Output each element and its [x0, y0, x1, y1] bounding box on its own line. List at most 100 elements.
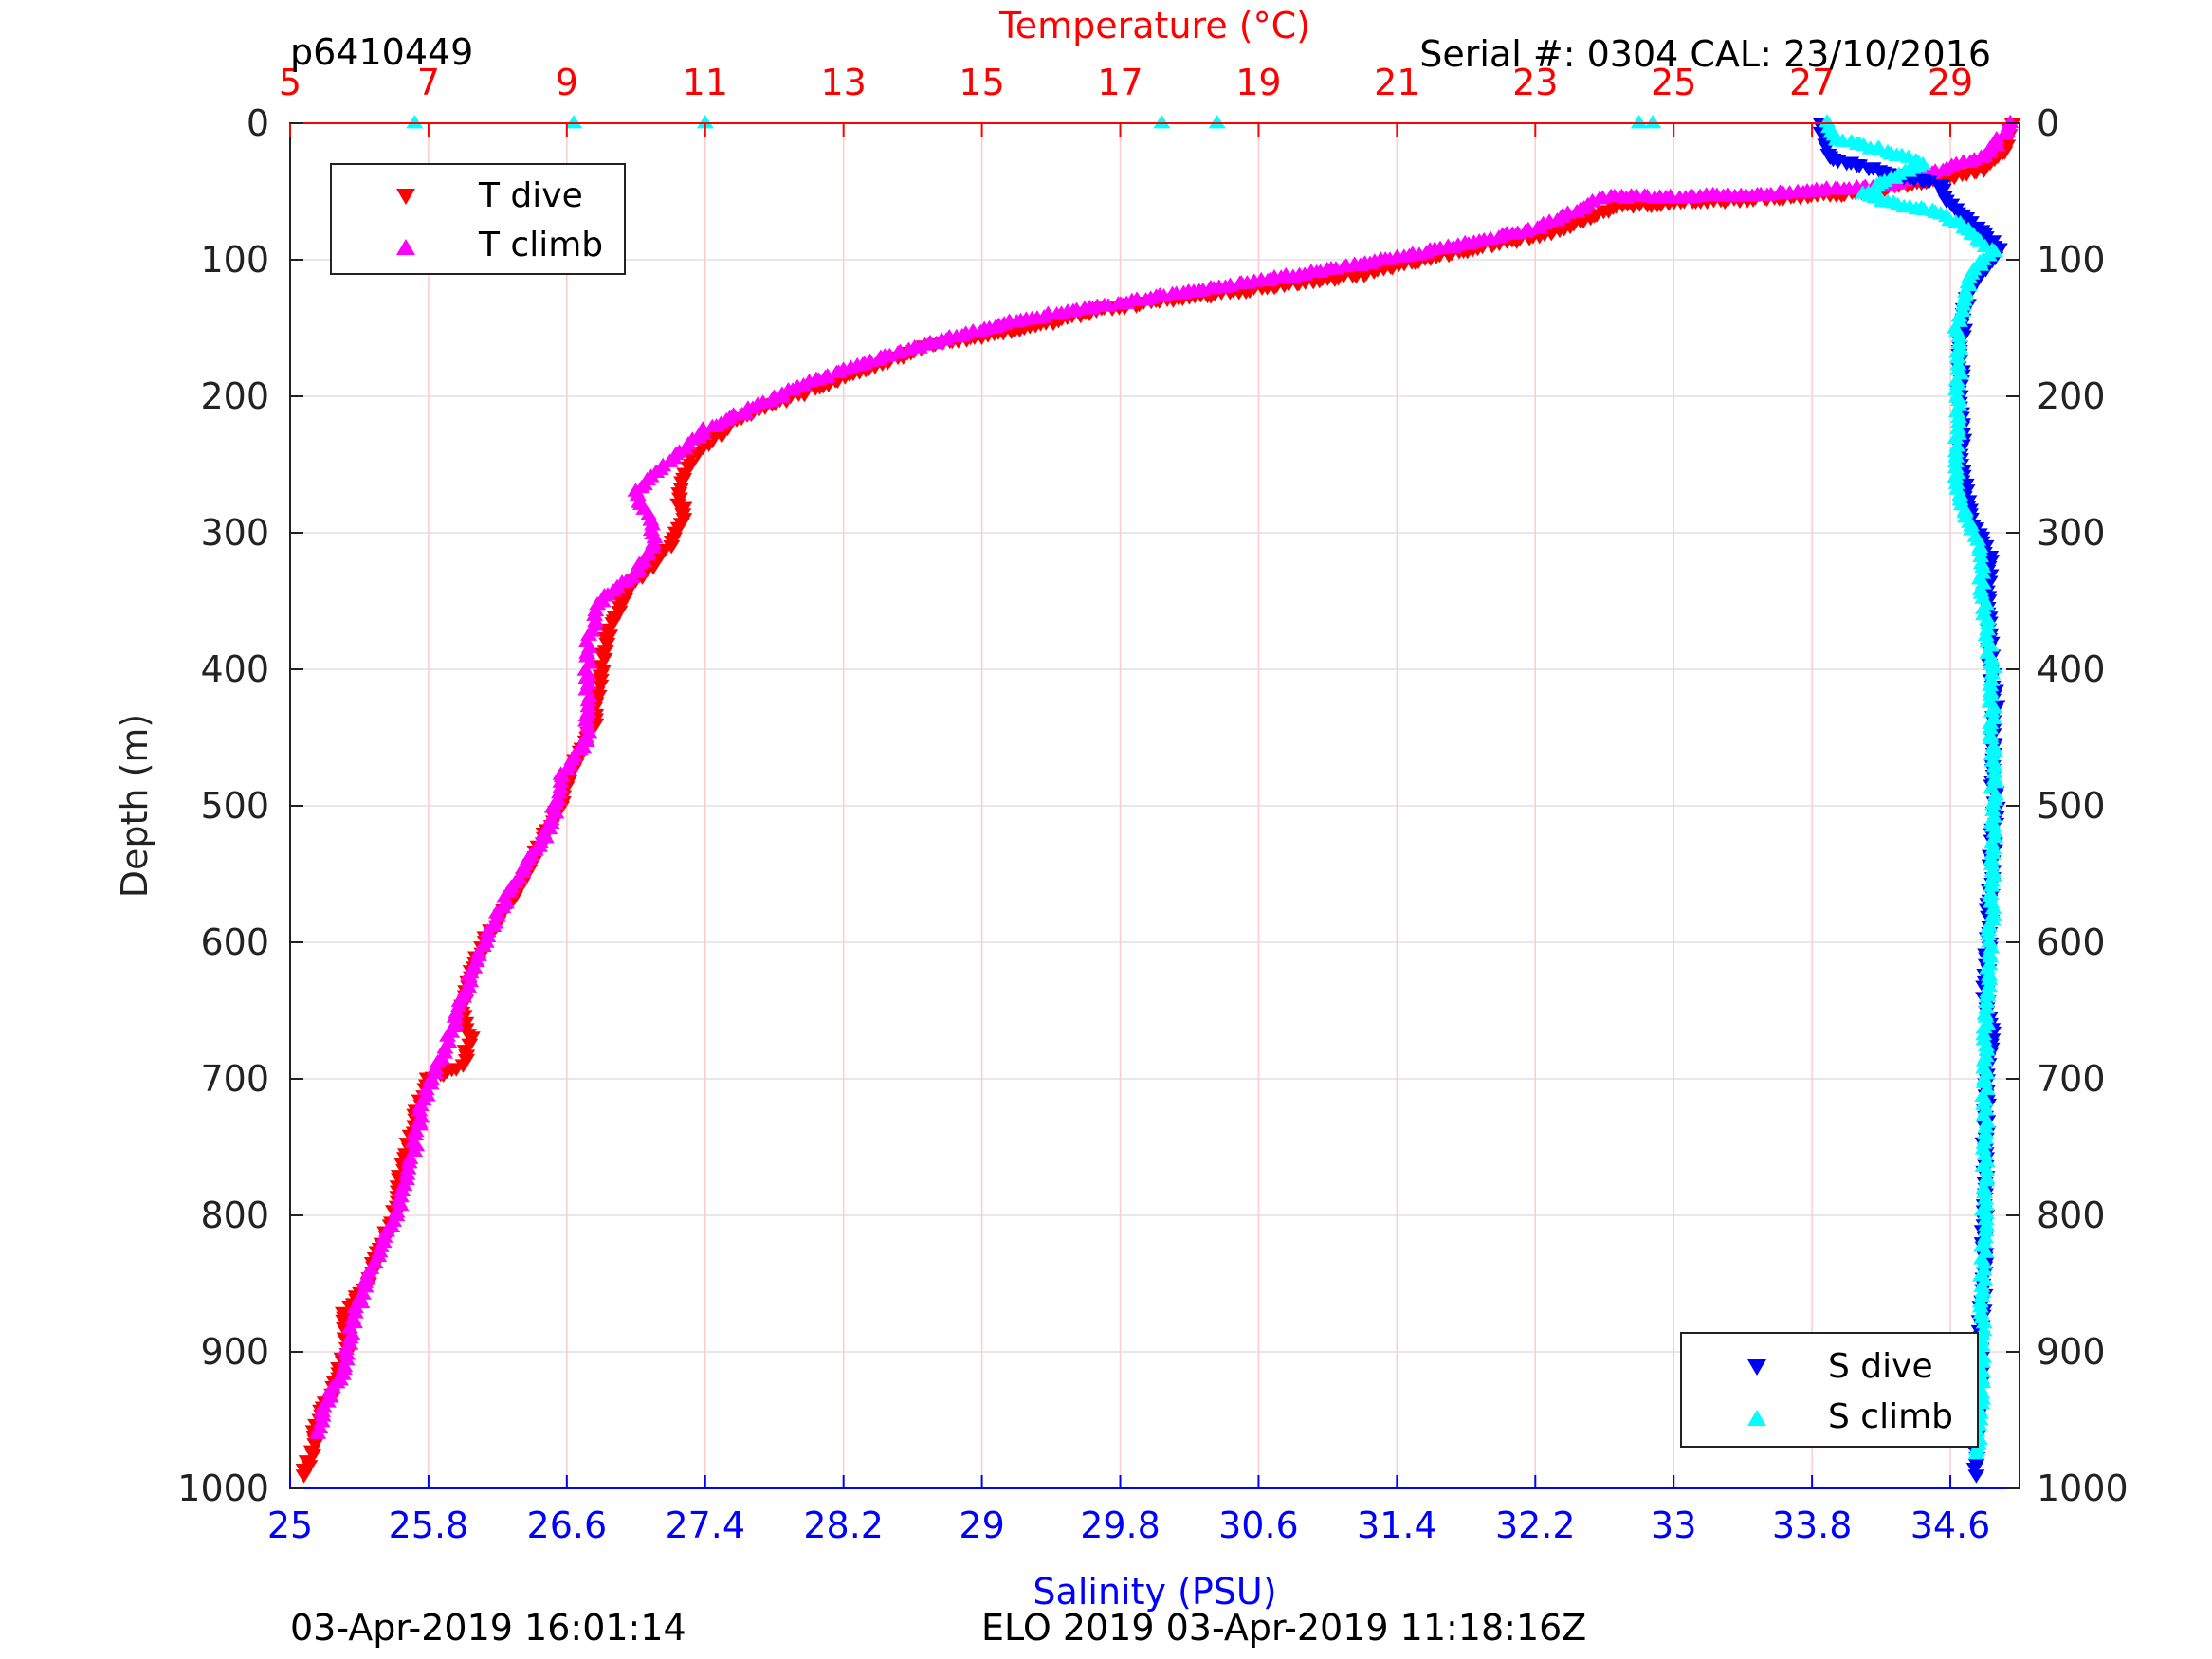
data-point	[1948, 349, 1966, 364]
data-point	[1975, 1019, 1993, 1034]
legend-label-t-climb: T climb	[478, 226, 603, 264]
data-point	[306, 1438, 324, 1452]
salinity-tick-label: 25	[267, 1504, 313, 1546]
data-point	[1644, 115, 1662, 129]
legend-label-s-dive: S dive	[1828, 1347, 1933, 1386]
data-point	[1109, 296, 1127, 310]
data-point	[1987, 131, 2005, 145]
depth-tick-label: 600	[200, 921, 269, 963]
depth-tick-label-right: 600	[2037, 921, 2106, 963]
salinity-axis-label: Salinity (PSU)	[1033, 1571, 1276, 1613]
series-isolated-s-climb	[406, 115, 1662, 129]
data-point	[696, 115, 714, 129]
data-point	[1971, 1299, 1989, 1313]
series-s-climb	[1819, 113, 2004, 1460]
data-point	[1947, 381, 1965, 396]
data-point	[295, 1469, 313, 1484]
data-point	[643, 517, 661, 531]
data-point	[1983, 665, 2002, 680]
legend-box-temperature	[330, 163, 626, 275]
serial-calibration: Serial #: 0304 CAL: 23/10/2016	[1419, 33, 1991, 75]
data-point	[1983, 856, 2001, 870]
data-point	[1967, 1446, 1985, 1460]
data-point	[828, 364, 846, 379]
data-point	[1949, 413, 1967, 428]
legend-label-t-dive: T dive	[478, 176, 583, 215]
data-point	[646, 529, 664, 544]
data-point	[589, 595, 607, 611]
data-point	[1982, 686, 2000, 702]
data-point	[1982, 720, 2000, 735]
data-point	[1969, 532, 1987, 546]
temperature-tick-label: 17	[1097, 62, 1143, 103]
salinity-tick-label: 30.6	[1218, 1504, 1299, 1546]
depth-tick-label: 900	[200, 1331, 269, 1373]
data-point	[1967, 1469, 1985, 1484]
data-point	[1983, 746, 2001, 761]
data-point	[1977, 1009, 1995, 1023]
legend-marker-t-dive	[396, 189, 415, 205]
data-point	[1950, 335, 1968, 349]
data-point	[565, 115, 583, 129]
salinity-tick-label: 29.8	[1080, 1504, 1161, 1546]
temperature-tick-label: 13	[821, 62, 867, 103]
temperature-tick-label: 21	[1374, 62, 1419, 103]
depth-tick-label-right: 400	[2037, 648, 2106, 690]
data-point	[1976, 1184, 1994, 1199]
data-point	[1977, 627, 1995, 642]
temperature-tick-label: 19	[1235, 62, 1281, 103]
depth-tick-label: 100	[200, 239, 269, 281]
data-point	[1934, 183, 1952, 197]
series-t-climb	[309, 114, 2020, 1439]
data-point	[1231, 275, 1249, 289]
salinity-tick-label: 25.8	[389, 1504, 469, 1546]
data-point	[595, 652, 613, 667]
data-point	[1920, 175, 1938, 190]
data-point	[1977, 1191, 1995, 1205]
data-point	[1983, 703, 2001, 718]
data-point	[590, 689, 608, 704]
salinity-tick-label: 29	[959, 1504, 1004, 1546]
depth-axis-label: Depth (m)	[114, 714, 155, 899]
salinity-tick-label: 26.6	[527, 1504, 608, 1546]
temperature-tick-label: 29	[1928, 62, 1973, 103]
data-point	[1978, 1042, 1996, 1056]
data-point	[450, 993, 468, 1007]
data-point	[1954, 297, 1972, 311]
temperature-tick-label: 25	[1651, 62, 1696, 103]
data-series	[295, 113, 2021, 1484]
data-point	[1975, 1255, 1993, 1269]
legend-salinity: S dive S climb	[1680, 1332, 1979, 1448]
data-point	[1630, 115, 1648, 129]
data-point	[1978, 1172, 1996, 1187]
data-point	[417, 1081, 435, 1096]
data-point	[1983, 878, 2001, 892]
salinity-axis: 25 25.8 26.6 27.4 28.2 29 29.8 30.6 31.4 32.2 33 33…	[267, 1475, 2020, 1546]
data-point	[406, 115, 424, 129]
data-point	[592, 679, 610, 694]
data-point	[439, 1028, 457, 1042]
temperature-tick-label: 11	[683, 62, 728, 103]
data-point	[1153, 115, 1171, 129]
legend-marker-t-climb	[396, 239, 415, 255]
temperature-tick-label: 9	[556, 62, 578, 103]
temperature-tick-label: 5	[279, 62, 302, 103]
data-point	[335, 1360, 353, 1376]
temperature-tick-label: 15	[959, 62, 1004, 103]
legend-marker-s-dive	[1747, 1359, 1766, 1376]
data-point	[1980, 926, 1998, 941]
salinity-tick-label: 28.2	[803, 1504, 884, 1546]
depth-axis-left: 0 100 200 300 400 500 600 700 800 900 1000	[177, 102, 303, 1509]
data-point	[400, 1154, 418, 1169]
data-point	[704, 418, 722, 433]
data-point	[629, 486, 647, 501]
depth-tick-label: 800	[200, 1194, 269, 1236]
data-point	[1983, 649, 2001, 665]
salinity-tick-label: 33	[1651, 1504, 1696, 1546]
depth-tick-label-right: 300	[2037, 512, 2106, 554]
footer-timestamp: 03-Apr-2019 16:01:14	[290, 1607, 686, 1649]
temperature-tick-label: 23	[1512, 62, 1558, 103]
depth-tick-label: 400	[200, 648, 269, 690]
data-point	[1970, 542, 1988, 556]
